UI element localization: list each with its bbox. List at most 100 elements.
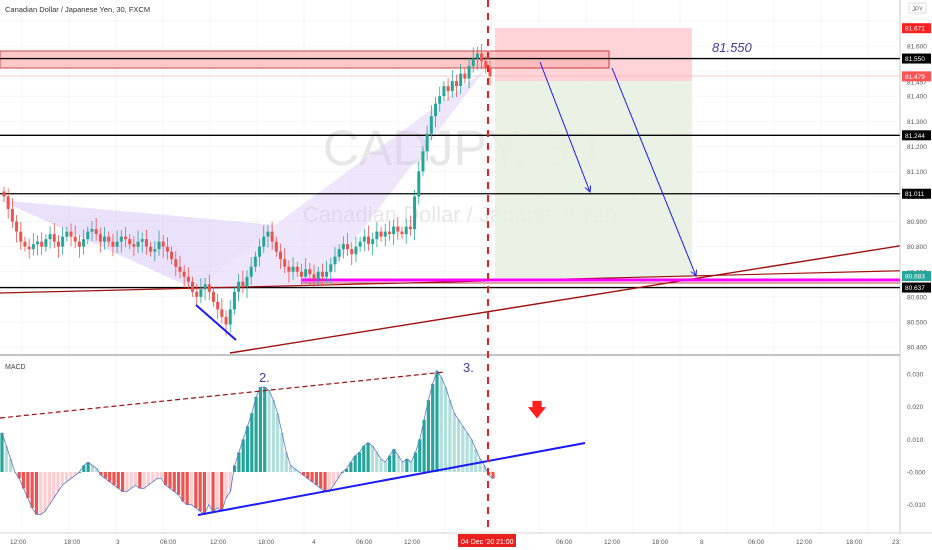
- candle-body: [417, 171, 421, 197]
- macd-bar: [383, 462, 387, 472]
- macd-bar: [202, 472, 207, 515]
- candle-body: [463, 73, 467, 79]
- macd-bar: [388, 455, 392, 472]
- price-badge: [902, 188, 931, 199]
- candle-body: [207, 284, 211, 292]
- candle-body: [379, 231, 383, 237]
- macd-bar: [435, 370, 439, 472]
- price-tick-label: 80.600: [907, 294, 927, 301]
- macd-bar: [267, 390, 271, 472]
- macd-bar: [362, 445, 366, 472]
- macd-bar: [258, 387, 263, 472]
- candle-body: [270, 231, 274, 242]
- candle-body: [199, 289, 203, 297]
- candle-body: [56, 241, 60, 247]
- macd-bar: [133, 472, 138, 486]
- candle-body: [325, 271, 329, 277]
- time-highlight-time: 21:00: [496, 539, 514, 546]
- candle-body: [195, 291, 199, 297]
- time-tick-label: 3: [116, 539, 120, 546]
- price-tick-label: 80.500: [907, 319, 927, 326]
- candle-body: [119, 236, 123, 242]
- macd-bar: [293, 468, 297, 472]
- candle-body: [128, 239, 132, 245]
- macd-bar: [69, 472, 73, 479]
- candle-body: [44, 239, 48, 247]
- macd-bar: [426, 400, 430, 472]
- macd-bar: [474, 449, 478, 472]
- macd-bar: [73, 472, 77, 476]
- macd-bar: [448, 400, 452, 472]
- time-tick-label: 12:00: [796, 539, 813, 546]
- macd-bar: [413, 452, 418, 472]
- time-highlight-date: 04 Dec '20: [461, 539, 494, 546]
- candle-body: [144, 239, 148, 247]
- time-tick-label: 06:00: [160, 539, 177, 546]
- candle-body: [98, 234, 102, 242]
- time-tick-label: 4: [312, 539, 316, 546]
- target-zone[interactable]: [495, 81, 692, 279]
- macd-lower-trendline[interactable]: [197, 442, 586, 516]
- macd-bar: [396, 455, 400, 472]
- candle-body: [23, 241, 27, 247]
- candle-body: [48, 234, 52, 240]
- macd-bar: [176, 472, 181, 495]
- candle-body: [354, 246, 358, 255]
- macd-upper-trendline[interactable]: [0, 371, 446, 419]
- macd-bar: [194, 472, 198, 508]
- price-axis[interactable]: 81.600 81.457 81.400 81.300 81.200 81.100 81.0…: [902, 23, 931, 352]
- price-badge: [902, 130, 931, 141]
- time-axis[interactable]: 12:00 18:00 3 06:00 12:00 18:00 4 06:00 12:00 06:…: [10, 539, 901, 546]
- candle-body: [475, 53, 479, 59]
- candle-body: [454, 81, 458, 87]
- projection-arrow-1[interactable]: [539, 61, 590, 192]
- candle-body: [358, 241, 362, 247]
- macd-bar: [319, 472, 323, 489]
- price-tick-label: 81.200: [907, 144, 927, 151]
- macd-tick-label: 0.030: [907, 372, 924, 379]
- candle-body: [383, 231, 387, 237]
- candle-body: [258, 246, 262, 257]
- macd-tick-label: -0.010: [907, 502, 926, 509]
- macd-bar: [86, 462, 90, 472]
- macd-bar: [181, 472, 185, 502]
- candle-body: [249, 266, 253, 277]
- macd-bar: [65, 472, 69, 482]
- macd-bar: [276, 413, 280, 472]
- macd-bar: [215, 472, 219, 508]
- candle-body: [316, 271, 320, 280]
- projection-arrow-2[interactable]: [611, 67, 696, 276]
- macd-bar: [211, 472, 215, 512]
- price-tick-label: 81.300: [907, 119, 927, 126]
- time-tick-label: 18:00: [258, 539, 275, 546]
- time-tick-label: 06:00: [748, 539, 765, 546]
- price-badge-label: 81.479: [905, 74, 925, 81]
- price-badge-label: 81.011: [905, 191, 925, 198]
- macd-bar: [43, 472, 47, 512]
- macd-signal-curve: [1, 369, 494, 516]
- macd-bar: [82, 465, 86, 472]
- price-divergence-line[interactable]: [195, 304, 237, 341]
- price-tick-label: 81.457: [907, 79, 927, 86]
- price-tick-label: 80.900: [907, 219, 927, 226]
- candle-body: [425, 133, 429, 152]
- candle-body: [341, 244, 345, 250]
- horizontal-levels: [0, 57, 900, 289]
- candle-body: [77, 241, 81, 247]
- supply-box[interactable]: [0, 50, 610, 69]
- macd-bar: [336, 472, 340, 479]
- rising-trendline[interactable]: [229, 240, 931, 354]
- candle-body: [182, 271, 186, 277]
- price-tick-label: 81.600: [907, 44, 927, 51]
- macd-bar: [314, 472, 319, 486]
- time-tick-label: 06:00: [556, 539, 573, 546]
- candle-body: [362, 236, 366, 242]
- candle-body: [279, 251, 283, 260]
- price-badge: [902, 271, 931, 282]
- macd-axis[interactable]: 0.030 0.020 0.010 -0.000 -0.010: [907, 372, 926, 510]
- candle-body: [103, 236, 107, 242]
- time-tick-label: 12:00: [404, 539, 421, 546]
- macd-bar: [168, 472, 172, 489]
- macd-bar: [228, 472, 232, 492]
